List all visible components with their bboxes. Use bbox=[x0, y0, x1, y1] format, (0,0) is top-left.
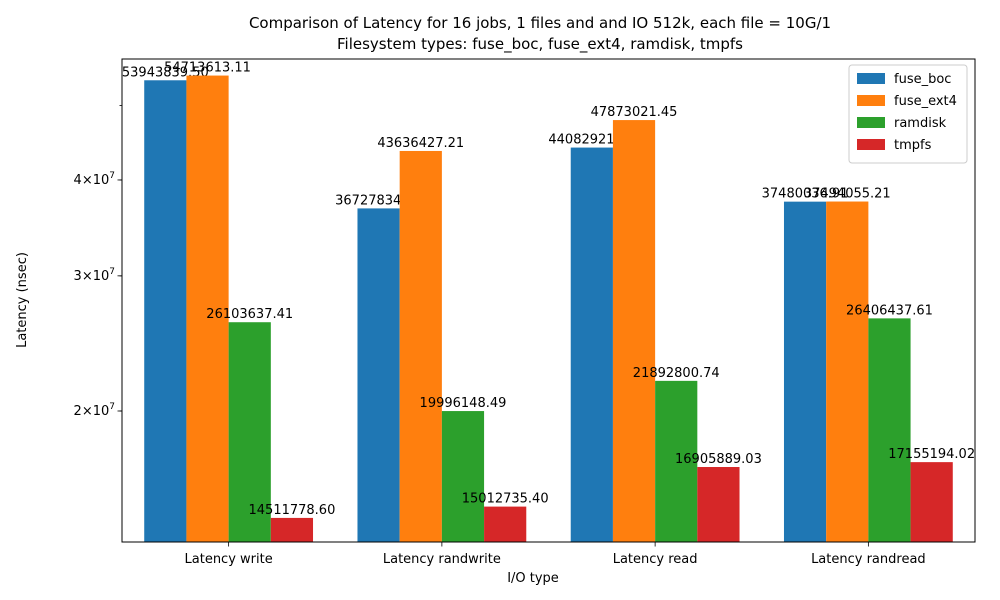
bar-ramdisk-1 bbox=[228, 322, 271, 542]
bar-fuse_boc-1 bbox=[144, 80, 187, 542]
bar-value-label: 17155194.02 bbox=[888, 447, 975, 462]
y-axis-label: Latency (nsec) bbox=[15, 252, 30, 348]
bar-fuse_boc-3 bbox=[570, 147, 613, 543]
bar-value-label: 16905889.03 bbox=[675, 452, 762, 467]
legend-label: ramdisk bbox=[894, 116, 947, 131]
legend-label: tmpfs bbox=[894, 138, 932, 153]
legend-label: fuse_boc bbox=[894, 72, 951, 87]
bar-tmpfs-3 bbox=[697, 467, 740, 542]
bar-ramdisk-4 bbox=[868, 318, 911, 542]
chart-title: Comparison of Latency for 16 jobs, 1 fil… bbox=[249, 14, 831, 32]
bar-ramdisk-2 bbox=[441, 411, 485, 542]
bar-tmpfs-2 bbox=[484, 506, 527, 542]
bar-ramdisk-3 bbox=[655, 380, 698, 542]
legend-swatch-tmpfs bbox=[857, 139, 885, 150]
legend-label: fuse_ext4 bbox=[894, 94, 957, 109]
bar-value-label: 21892800.74 bbox=[633, 366, 720, 381]
bar-fuse_ext4-2 bbox=[399, 150, 442, 542]
x-tick-label: Latency write bbox=[185, 552, 273, 567]
bar-fuse_boc-2 bbox=[357, 208, 400, 542]
x-tick-label: Latency read bbox=[613, 552, 698, 567]
bar-fuse_ext4-3 bbox=[612, 120, 656, 542]
bar-fuse_boc-4 bbox=[783, 201, 827, 542]
chart-subtitle: Filesystem types: fuse_boc, fuse_ext4, r… bbox=[337, 35, 743, 54]
legend-swatch-fuse_boc bbox=[857, 73, 885, 84]
y-tick-label: 2×107 bbox=[74, 402, 115, 419]
x-tick-label: Latency randread bbox=[811, 552, 926, 567]
bar-value-label: 43636427.21 bbox=[377, 136, 464, 151]
bar-value-label: 54713613.11 bbox=[164, 61, 251, 76]
bar-fuse_ext4-4 bbox=[826, 201, 869, 542]
x-axis-label: I/O type bbox=[507, 571, 559, 586]
bar-value-label: 14511778.60 bbox=[249, 503, 336, 518]
axes-frame bbox=[121, 58, 976, 543]
bar-value-label: 26406437.61 bbox=[846, 303, 933, 318]
bar-value-label: 37480036.91 bbox=[762, 187, 849, 202]
x-tick-label: Latency randwrite bbox=[383, 552, 501, 567]
plot-area: 2×1073×1074×10753943839.5054713613.11261… bbox=[74, 61, 976, 567]
legend-swatch-fuse_ext4 bbox=[857, 95, 885, 106]
bar-fuse_ext4-1 bbox=[186, 75, 229, 542]
y-tick-label: 3×107 bbox=[74, 267, 115, 284]
legend-box bbox=[848, 64, 968, 164]
legend-swatch-ramdisk bbox=[857, 117, 885, 128]
bar-tmpfs-1 bbox=[270, 517, 314, 542]
bar-value-label: 15012735.40 bbox=[462, 492, 549, 507]
bar-value-label: 37494055.21 bbox=[804, 187, 891, 202]
y-tick-label: 4×107 bbox=[74, 171, 115, 188]
bar-value-label: 47873021.45 bbox=[591, 105, 678, 120]
bar-tmpfs-4 bbox=[910, 462, 953, 542]
bar-value-label: 19996148.49 bbox=[420, 396, 507, 411]
bar-value-label: 26103637.41 bbox=[206, 307, 293, 322]
